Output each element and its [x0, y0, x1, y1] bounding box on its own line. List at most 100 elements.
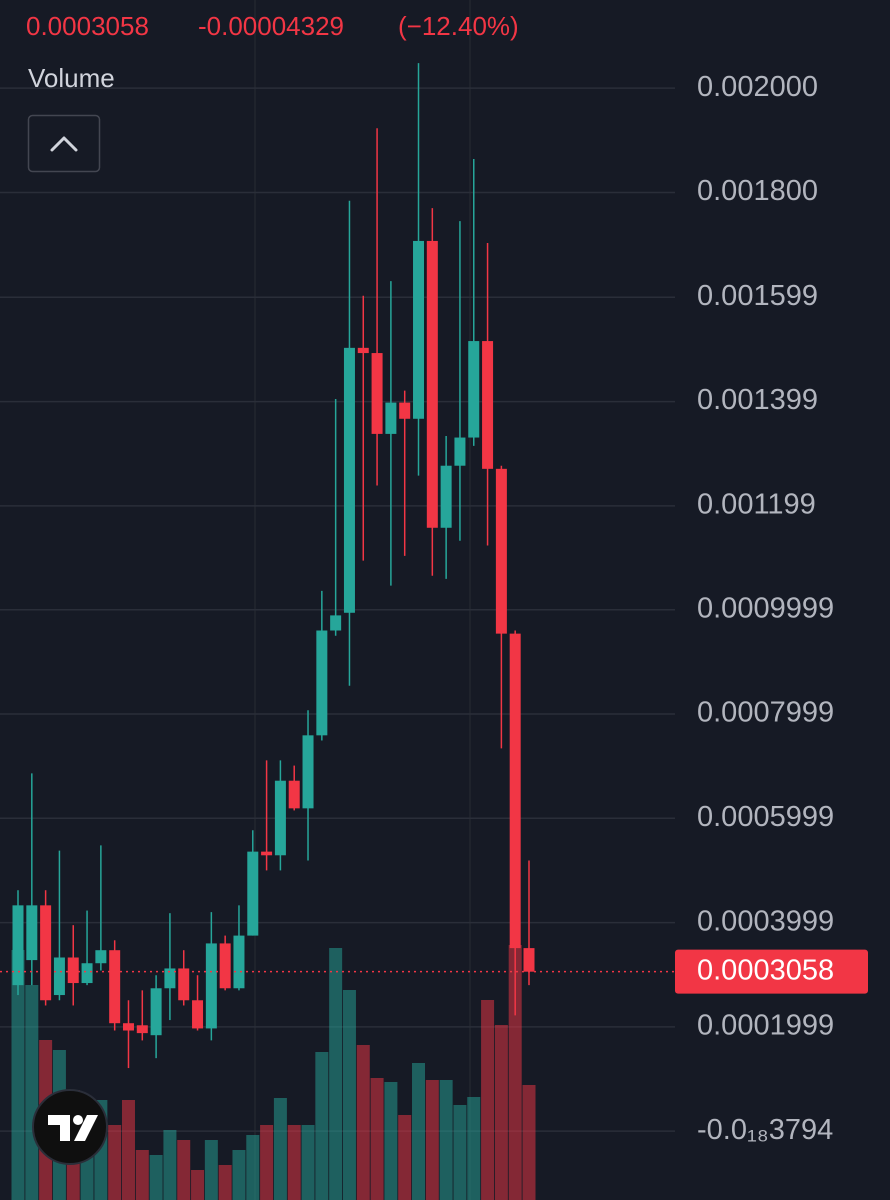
y-tick-label: 0.0005999: [697, 801, 834, 833]
volume-bar: [177, 1140, 191, 1200]
y-tick-label: 0.0003999: [697, 905, 834, 937]
candle-body: [371, 353, 383, 434]
candle-body: [385, 402, 397, 434]
candle-body: [426, 240, 438, 528]
header-change: -0.00004329: [198, 11, 344, 41]
candle-body: [302, 735, 314, 809]
volume-bar: [149, 1155, 163, 1200]
candle-body: [343, 347, 355, 613]
volume-bar: [191, 1170, 205, 1200]
candle-body: [509, 633, 521, 949]
y-tick-label: 0.0009999: [697, 592, 834, 624]
header-price: 0.0003058: [26, 11, 149, 41]
candle-body: [233, 935, 245, 989]
candle-body: [468, 341, 480, 438]
volume-bar: [508, 945, 522, 1200]
candle-body: [288, 780, 300, 809]
grid: [0, 87, 675, 1132]
y-tick-label: 0.002000: [697, 71, 818, 103]
chevron-up-icon[interactable]: [50, 136, 78, 152]
candle-body: [81, 963, 93, 984]
candle-body: [274, 780, 286, 856]
volume-bar: [356, 1045, 370, 1200]
y-tick-label: 0.0007999: [697, 697, 834, 729]
volume-bar: [260, 1125, 274, 1200]
y-tick-label: 0.001800: [697, 175, 818, 207]
volume-bar: [287, 1125, 301, 1200]
volume-bar: [481, 1000, 495, 1200]
volume-label: Volume: [28, 63, 115, 93]
candle-body: [40, 905, 52, 1001]
volume-bar: [25, 985, 39, 1200]
volume-bar: [204, 1140, 218, 1200]
candle-body: [164, 968, 176, 989]
tradingview-logo[interactable]: [32, 1089, 108, 1165]
volume-bar: [108, 1125, 122, 1200]
volume-bar: [384, 1082, 398, 1200]
volume-bar: [301, 1125, 315, 1200]
candle-body: [495, 468, 507, 634]
header-change-percent: (−12.40%): [398, 11, 519, 41]
candle-body: [178, 968, 190, 1001]
volume-bar: [342, 990, 356, 1200]
collapse-button[interactable]: [27, 114, 101, 173]
volume-bar: [398, 1115, 412, 1200]
candle-body: [357, 347, 369, 354]
y-tick-label: 0.001199: [697, 489, 816, 521]
volume-bar: [232, 1150, 246, 1200]
logo-v[interactable]: [74, 1115, 98, 1141]
logo-t[interactable]: [48, 1115, 70, 1141]
y-tick-label: -0.0₁₈3794: [697, 1114, 833, 1146]
candle-body: [136, 1025, 148, 1034]
candle-body: [205, 943, 217, 1029]
candle-body: [440, 465, 452, 528]
candles: [12, 63, 535, 1069]
logo-dot[interactable]: [73, 1115, 83, 1125]
candle-body: [261, 851, 273, 856]
button-frame[interactable]: [27, 114, 101, 173]
volume-bar: [467, 1097, 481, 1200]
volume-bar: [11, 950, 25, 1200]
candle-body: [482, 341, 494, 469]
candle-body: [413, 240, 425, 419]
candle-body: [330, 615, 342, 631]
candle-body: [150, 988, 162, 1036]
candle-body: [122, 1023, 134, 1031]
candle-body: [109, 950, 121, 1024]
volume-bar: [273, 1098, 287, 1200]
volume-bar: [453, 1105, 467, 1200]
candle-body: [454, 437, 466, 466]
candle-body: [95, 950, 107, 964]
volume-bar: [163, 1130, 177, 1200]
volume-bar: [218, 1165, 232, 1200]
volume-bar: [315, 1052, 329, 1200]
volume-bar: [329, 948, 343, 1200]
volume-bar: [370, 1078, 384, 1200]
volume-bar: [135, 1150, 149, 1200]
candle-body: [12, 905, 24, 986]
candle-body: [67, 957, 79, 984]
volume-bar: [522, 1085, 536, 1200]
volume-bar: [494, 1025, 508, 1200]
candle-body: [219, 943, 231, 989]
volume-bar: [412, 1063, 426, 1200]
y-tick-label: 0.0001999: [697, 1010, 834, 1042]
volume-bar: [439, 1080, 453, 1200]
y-tick-label: 0.001399: [697, 384, 818, 416]
candle-body: [53, 957, 65, 996]
last-price-label: 0.0003058: [697, 954, 834, 986]
candle-body: [247, 851, 259, 936]
candle-body: [192, 1000, 204, 1029]
candle-body: [399, 402, 411, 419]
volume-bar: [425, 1080, 439, 1200]
volume-bar: [246, 1135, 260, 1200]
candle-body: [26, 905, 38, 961]
volume-bar: [121, 1100, 135, 1200]
candle-body: [316, 630, 328, 736]
candle-body: [523, 948, 535, 972]
last-price-tag: [675, 949, 868, 994]
price-axis: 0.002000 0.001800 0.001599 0.001399 0.001199…: [0, 71, 868, 1146]
